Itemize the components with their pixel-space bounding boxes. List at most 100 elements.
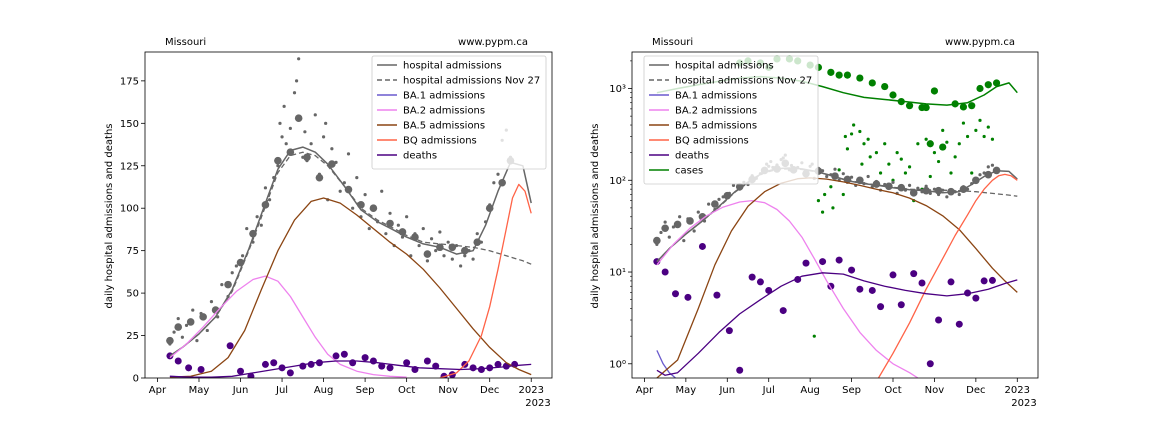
chart-left-point-hospital-admissions-weekly-avg: [174, 323, 183, 331]
chart-right-point-hospital-admissions-daily: [866, 174, 870, 179]
chart-left-ytick-label: 175: [120, 76, 139, 87]
chart-left-point-hospital-admissions-weekly-avg: [224, 280, 232, 289]
chart-left-point-hospital-admissions-daily: [263, 186, 268, 190]
chart-right-point-cases-daily: [903, 171, 908, 175]
chart-right-point-cases-daily: [823, 192, 827, 197]
chart-right-point-cases-weekly: [959, 103, 968, 111]
chart-left-point-hospital-admissions-weekly-avg: [211, 306, 220, 314]
chart-left-point-hospital-admissions-daily: [434, 249, 438, 253]
chart-right-point-deaths-weekly: [819, 258, 827, 266]
chart-right-point-cases-daily: [841, 192, 845, 197]
chart-right-point-cases-daily: [845, 147, 850, 151]
chart-left-point-hospital-admissions-daily: [351, 206, 355, 210]
chart-left-point-deaths-weekly: [261, 360, 269, 368]
chart-left-point-hospital-admissions-daily: [438, 230, 442, 234]
chart-right-point-hospital-admissions-weekly-avg: [673, 220, 682, 229]
chart-right-point-deaths-weekly: [910, 270, 918, 278]
chart-left-point-deaths-weekly: [386, 364, 394, 372]
chart-left-point-deaths-weekly: [423, 357, 431, 365]
chart-right-point-hospital-admissions-daily: [957, 192, 961, 197]
chart-left-point-hospital-admissions-daily: [446, 240, 450, 244]
chart-right-point-hospital-admissions-daily: [825, 174, 829, 179]
chart-left-legend-label: BA.2 admissions: [403, 106, 485, 117]
chart-left-point-deaths-weekly: [286, 369, 294, 377]
chart-right-point-hospital-admissions-weekly-avg: [711, 200, 719, 208]
chart-left-point-deaths-weekly: [494, 360, 502, 368]
chart-left-point-deaths-weekly: [299, 362, 307, 370]
chart-right-ytick-label: 10³: [609, 84, 626, 95]
chart-right-point-cases-weekly: [922, 103, 930, 112]
chart-right-point-cases-weekly: [889, 91, 897, 99]
chart-right-point-deaths-weekly: [947, 278, 955, 286]
chart-right-ylabel: daily hospital admissions and deaths: [590, 123, 601, 308]
chart-left-point-deaths-weekly: [469, 364, 477, 372]
chart-right-point-cases-daily: [949, 171, 953, 175]
chart-right-point-deaths-weekly: [725, 327, 733, 335]
chart-left-legend-label: BA.5 admissions: [403, 121, 485, 132]
chart-left-point-hospital-admissions-daily: [367, 226, 371, 231]
chart-left-point-hospital-admissions-daily: [176, 316, 180, 321]
chart-left-xtick-label: Apr: [149, 385, 167, 396]
chart-left-series-hospital-admissions-nov-27: [169, 151, 532, 357]
chart-right-point-hospital-admissions-weekly-avg: [686, 217, 694, 225]
chart-right-point-hospital-admissions-daily: [717, 197, 721, 201]
chart-right-point-cases-daily: [982, 134, 986, 139]
chart-right-point-cases-daily: [953, 155, 957, 159]
chart-right-point-deaths-weekly: [748, 273, 756, 281]
chart-left-point-hospital-admissions-daily: [245, 226, 249, 231]
chart-left-point-hospital-admissions-daily: [330, 147, 334, 151]
chart-right-point-hospital-admissions-daily: [696, 210, 700, 214]
chart-left-point-hospital-admissions-daily: [255, 215, 259, 219]
chart-right-legend-label: deaths: [675, 151, 709, 162]
chart-left-point-hospital-admissions-daily: [463, 254, 467, 258]
chart-left-legend: hospital admissions hospital admissions N…: [371, 55, 547, 170]
chart-left-point-hospital-admissions-daily: [400, 235, 405, 239]
chart-left-point-hospital-admissions-daily: [220, 283, 224, 287]
chart-left-plot: Apr May Jun Jul Aug Sep Oct Nov Dec 2023 0 25 50 75 10…: [120, 51, 553, 396]
chart-right-point-deaths-weekly: [918, 279, 926, 287]
chart-left-point-hospital-admissions-daily: [321, 135, 326, 139]
chart-left-xtick-label: Aug: [314, 385, 334, 396]
chart-left-point-hospital-admissions-daily: [234, 264, 238, 268]
chart-left-legend-label: hospital admissions Nov 27: [403, 76, 540, 87]
chart-right-point-cases-daily: [961, 121, 966, 125]
chart-right-point-cases-daily: [820, 210, 825, 214]
chart-right-point-deaths-weekly: [926, 360, 934, 368]
chart-right-point-deaths-weekly: [980, 277, 988, 285]
chart-left-point-deaths-weekly: [270, 359, 278, 367]
chart-left-point-hospital-admissions-daily: [475, 232, 479, 236]
chart-right-point-deaths-weekly: [848, 266, 856, 274]
chart-right-point-cases-daily: [837, 168, 841, 172]
chart-right-point-deaths-weekly: [765, 286, 773, 294]
chart-left-point-hospital-admissions-weekly-avg: [199, 313, 207, 321]
chart-right-point-cases-daily: [829, 185, 833, 189]
chart-right-point-cases-weekly: [930, 87, 939, 95]
chart-right-xtick-label: Aug: [800, 385, 820, 396]
chart-right-point-cases-daily: [878, 171, 883, 175]
chart-right-legend-label: BA.2 admissions: [675, 106, 757, 117]
chart-right-point-deaths-weekly: [897, 301, 905, 309]
chart-left-point-deaths-weekly: [369, 357, 377, 365]
chart-right-point-hospital-admissions-daily: [667, 235, 671, 239]
chart-right-point-cases-daily: [843, 134, 847, 139]
chart-right-point-hospital-admissions-daily: [891, 180, 895, 184]
chart-left-ytick-label: 75: [126, 246, 139, 257]
chart-left-point-hospital-admissions-daily: [284, 142, 288, 146]
chart-left-point-hospital-admissions-daily: [459, 264, 463, 268]
chart-left-legend-label: BQ admissions: [403, 136, 477, 147]
chart-right-xtick-label: Sep: [842, 385, 861, 396]
chart-left-point-hospital-admissions-daily: [309, 142, 313, 146]
chart-right-point-deaths-weekly: [889, 271, 897, 279]
chart-left-point-deaths-weekly: [477, 366, 485, 374]
chart-right-legend-label: BA.1 admissions: [675, 91, 757, 102]
chart-right-point-deaths-weekly: [935, 316, 943, 324]
chart-right-point-cases-daily: [860, 162, 864, 166]
chart-right-point-hospital-admissions-daily: [678, 215, 682, 219]
chart-right-plot: Apr May Jun Jul Aug Sep Oct Nov Dec 2023 10⁰ 10¹ 10²…: [609, 51, 1039, 396]
chart-left-xtick-label: Sep: [356, 385, 375, 396]
chart-right-point-deaths-weekly: [802, 259, 810, 267]
chart-right-point-deaths-weekly: [779, 307, 787, 315]
chart-left-xtick-label: Oct: [398, 385, 415, 396]
chart-left-ytick-label: 25: [126, 331, 139, 342]
